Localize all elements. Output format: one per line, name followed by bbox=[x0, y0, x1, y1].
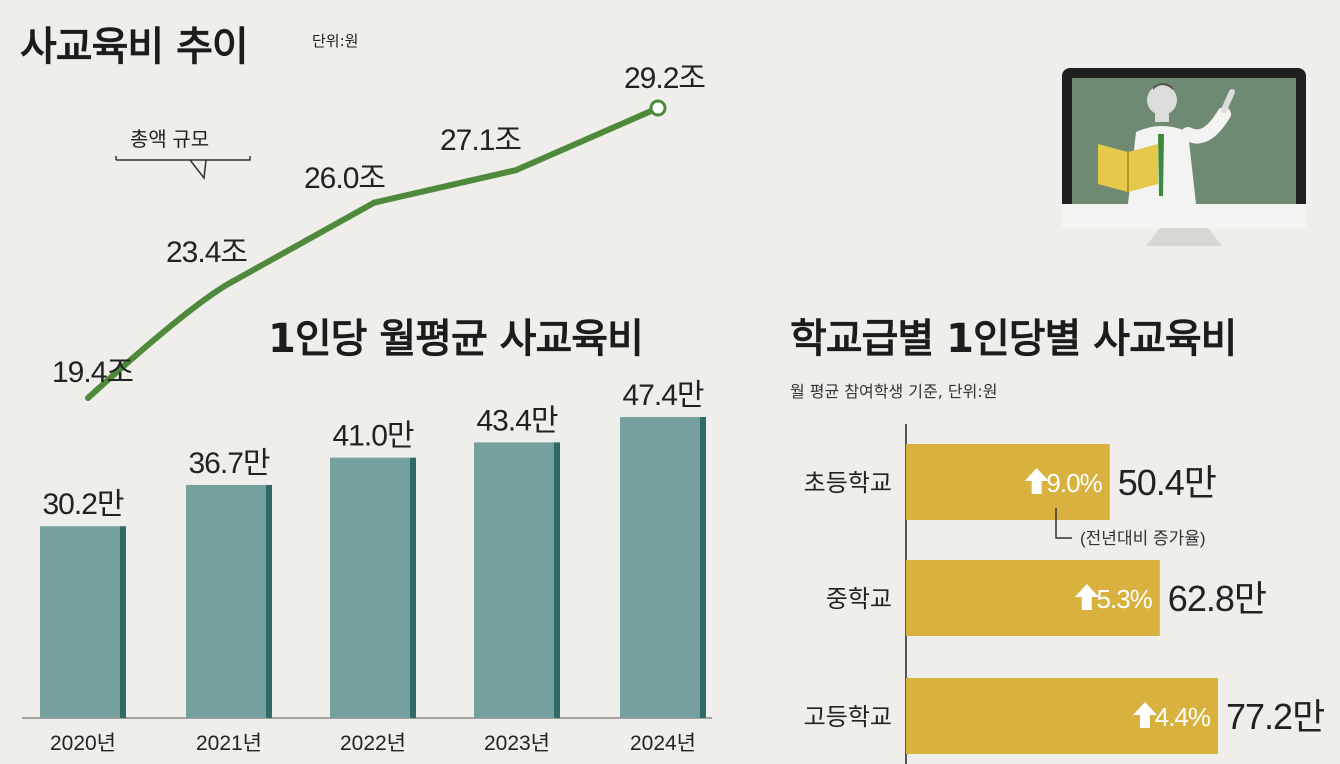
bar bbox=[474, 442, 554, 718]
hbar bbox=[906, 444, 1110, 520]
hbar-category-label: 초등학교 bbox=[804, 470, 892, 497]
bar-category-label: 2021년 bbox=[196, 732, 262, 755]
main-unit-label: 단위:원 bbox=[312, 32, 359, 50]
hbar-value-label: 77.2만 bbox=[1226, 696, 1324, 737]
school-chart-subtitle: 월 평균 참여학생 기준, 단위:원 bbox=[790, 382, 998, 401]
line-series-total bbox=[85, 105, 661, 401]
bar-value-label: 43.4만 bbox=[477, 404, 558, 437]
teacher-monitor-icon bbox=[1062, 68, 1306, 246]
growth-note-connector bbox=[1055, 508, 1072, 539]
bar-value-label: 36.7만 bbox=[189, 447, 270, 480]
hbar-value-label: 62.8만 bbox=[1168, 578, 1266, 619]
hbar-growth-label: 9.0% bbox=[1046, 468, 1102, 498]
hbar-value-label: 50.4만 bbox=[1118, 462, 1216, 503]
bar-edge bbox=[266, 484, 272, 718]
bar bbox=[40, 526, 120, 718]
bar-category-label: 2022년 bbox=[340, 732, 406, 755]
hbar-growth-label: 5.3% bbox=[1097, 584, 1153, 614]
bar-value-label: 47.4만 bbox=[623, 379, 704, 412]
bar bbox=[186, 484, 266, 718]
line-value-label: 19.4조 bbox=[52, 356, 133, 389]
bar bbox=[330, 457, 410, 718]
hbar-category-label: 중학교 bbox=[826, 586, 892, 613]
bar-category-label: 2024년 bbox=[630, 732, 696, 755]
bar-edge bbox=[700, 417, 706, 718]
up-arrow-icon bbox=[1074, 584, 1099, 610]
bar-edge bbox=[120, 526, 126, 718]
growth-note-label: (전년대비 증가율) bbox=[1080, 529, 1206, 548]
hbar-growth-label: 4.4% bbox=[1155, 702, 1211, 732]
line-value-label: 23.4조 bbox=[166, 236, 247, 269]
line-value-label: 27.1조 bbox=[440, 124, 521, 157]
bar-category-label: 2023년 bbox=[484, 732, 550, 755]
bar-category-label: 2020년 bbox=[50, 732, 116, 755]
line-value-label: 26.0조 bbox=[304, 162, 385, 195]
hbar bbox=[906, 678, 1218, 754]
line-end-point bbox=[649, 99, 667, 117]
main-title: 사교육비 추이 bbox=[20, 24, 249, 70]
legend-callout-bracket bbox=[115, 156, 251, 180]
line-value-label: 29.2조 bbox=[624, 62, 705, 95]
bar-chart-title: 1인당 월평균 사교육비 bbox=[268, 316, 644, 362]
bar-value-label: 30.2만 bbox=[43, 488, 124, 521]
bar-value-label: 41.0만 bbox=[333, 420, 414, 453]
line-legend-label: 총액 규모 bbox=[130, 128, 209, 151]
up-arrow-icon bbox=[1024, 468, 1049, 494]
bar bbox=[620, 417, 700, 718]
hbar bbox=[906, 560, 1160, 636]
school-chart-title: 학교급별 1인당별 사교육비 bbox=[790, 316, 1237, 362]
bar-edge bbox=[554, 442, 560, 718]
bar-chart: 30.2만 2020년 36.7만 2021년 41.0만 2022년 43.4만 2023년… bbox=[22, 379, 712, 755]
up-arrow-icon bbox=[1133, 702, 1157, 728]
hbar-category-label: 고등학교 bbox=[804, 704, 892, 731]
bar-edge bbox=[410, 457, 416, 718]
